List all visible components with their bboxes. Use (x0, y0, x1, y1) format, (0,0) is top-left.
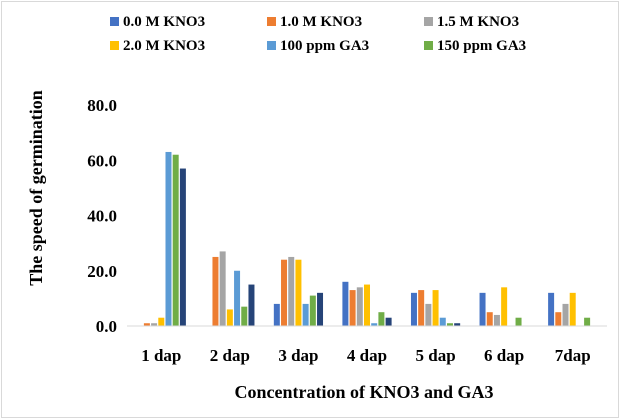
bar (569, 292, 576, 326)
bar (172, 154, 179, 326)
bar (501, 287, 508, 326)
bar (584, 317, 591, 326)
bar (212, 256, 219, 326)
bar (317, 292, 324, 326)
bar (226, 309, 233, 326)
legend: 0.0 M KNO3 1.0 M KNO3 1.5 M KNO3 2.0 M KNO3… (110, 14, 526, 54)
bar (418, 290, 425, 326)
legend-swatch (267, 41, 276, 50)
bar (356, 287, 363, 326)
legend-swatch (424, 17, 433, 26)
x-tick-label: 4 dap (347, 346, 387, 365)
bar (179, 168, 186, 326)
x-tick-label: 7dap (555, 346, 591, 365)
bar (555, 312, 562, 326)
x-axis: 1 dap 2 dap 3 dap 4 dap 5 dap 6 dap 7dap (127, 325, 607, 365)
bar (425, 303, 432, 326)
bar (439, 317, 446, 326)
x-tick-label: 6 dap (484, 346, 524, 365)
bar (302, 303, 309, 326)
bar (371, 323, 378, 326)
bar (446, 323, 453, 326)
bar (342, 281, 349, 326)
bar (410, 292, 417, 326)
legend-label: 2.0 M KNO3 (123, 38, 205, 54)
y-axis: 0.0 20.0 40.0 60.0 80.0 (87, 96, 117, 336)
bar (241, 306, 248, 326)
y-tick-label: 60.0 (87, 151, 117, 170)
legend-swatch (424, 41, 433, 50)
bar (219, 251, 226, 326)
bar (273, 303, 280, 326)
bar (378, 312, 385, 326)
y-axis-title: The speed of germination (26, 90, 46, 286)
bar (364, 284, 370, 326)
x-tick-label: 5 dap (415, 346, 455, 365)
y-tick-label: 0.0 (96, 317, 117, 336)
bar (288, 256, 295, 326)
y-tick-label: 20.0 (87, 262, 117, 281)
y-tick-label: 40.0 (87, 207, 117, 226)
bars (143, 151, 591, 326)
legend-swatch (110, 41, 119, 50)
bar (248, 284, 255, 326)
x-axis-title: Concentration of KNO3 and GA3 (234, 382, 493, 402)
y-tick-label: 80.0 (87, 96, 117, 115)
legend-label: 0.0 M KNO3 (123, 14, 205, 30)
x-tick-label: 1 dap (141, 346, 181, 365)
bar (432, 290, 439, 326)
x-tick-label: 3 dap (278, 346, 318, 365)
bar (548, 292, 555, 326)
bar (562, 303, 569, 326)
legend-swatch (110, 17, 119, 26)
bar (515, 317, 522, 326)
bar (234, 270, 241, 326)
bar (295, 259, 302, 326)
bar (486, 312, 493, 326)
bar (158, 317, 165, 326)
bar (479, 292, 486, 326)
bar (309, 295, 316, 326)
x-tick-label: 2 dap (210, 346, 250, 365)
legend-label: 1.5 M KNO3 (437, 14, 519, 30)
bar (143, 323, 150, 326)
bar (281, 259, 288, 326)
bar (493, 314, 500, 326)
bar (454, 323, 461, 326)
legend-label: 150 ppm GA3 (437, 38, 526, 54)
legend-swatch (267, 17, 276, 26)
bar (165, 151, 172, 326)
bar (349, 290, 356, 326)
legend-label: 1.0 M KNO3 (280, 14, 362, 30)
legend-label: 100 ppm GA3 (280, 38, 369, 54)
bar (385, 317, 392, 326)
bar (151, 323, 158, 326)
